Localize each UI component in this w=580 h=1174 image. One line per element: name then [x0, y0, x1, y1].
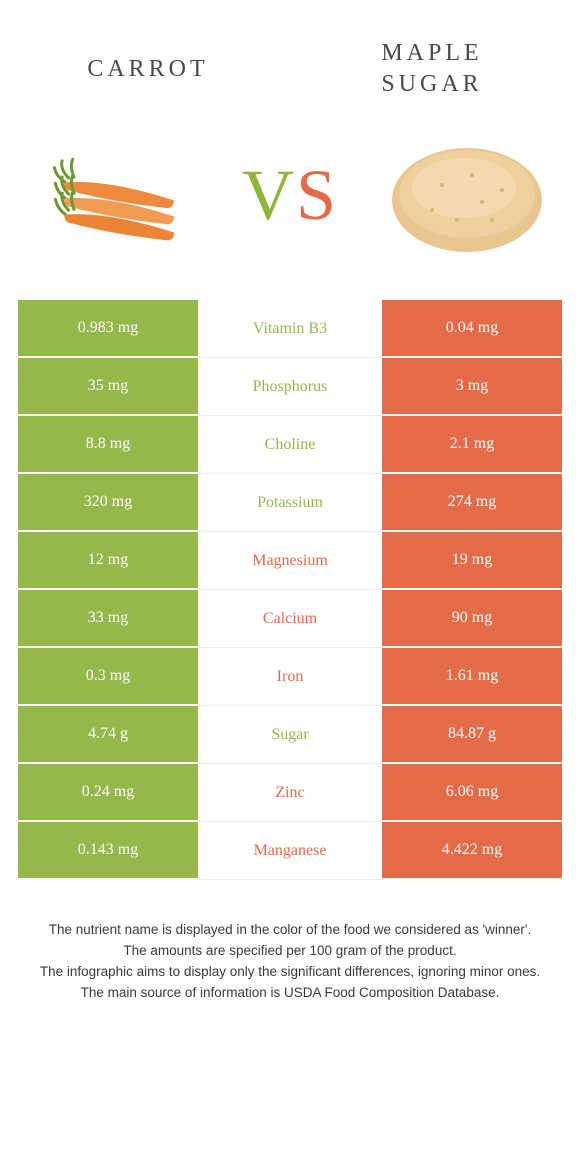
nutrient-label: Calcium [200, 590, 382, 648]
table-row: 0.24 mgZinc6.06 mg [18, 764, 562, 822]
nutrient-label: Sugar [200, 706, 382, 764]
maple-sugar-image [382, 130, 552, 260]
nutrient-label: Potassium [200, 474, 382, 532]
right-value: 6.06 mg [382, 764, 562, 822]
footer-notes: The nutrient name is displayed in the co… [18, 880, 562, 1004]
left-value: 0.3 mg [18, 648, 200, 706]
nutrient-label: Phosphorus [200, 358, 382, 416]
table-row: 0.983 mgVitamin B30.04 mg [18, 300, 562, 358]
right-value: 1.61 mg [382, 648, 562, 706]
footer-line: The amounts are specified per 100 gram o… [38, 941, 542, 962]
left-value: 0.143 mg [18, 822, 200, 880]
table-row: 4.74 gSugar84.87 g [18, 706, 562, 764]
table-row: 8.8 mgCholine2.1 mg [18, 416, 562, 474]
left-value: 0.983 mg [18, 300, 200, 358]
table-row: 33 mgCalcium90 mg [18, 590, 562, 648]
nutrient-label: Manganese [200, 822, 382, 880]
vs-label: VS [242, 154, 338, 237]
nutrient-label: Iron [200, 648, 382, 706]
left-food-title: Carrot [48, 54, 248, 85]
right-value: 2.1 mg [382, 416, 562, 474]
left-value: 4.74 g [18, 706, 200, 764]
right-value: 19 mg [382, 532, 562, 590]
left-value: 0.24 mg [18, 764, 200, 822]
table-row: 320 mgPotassium274 mg [18, 474, 562, 532]
right-value: 274 mg [382, 474, 562, 532]
table-row: 0.3 mgIron1.61 mg [18, 648, 562, 706]
left-value: 8.8 mg [18, 416, 200, 474]
footer-line: The nutrient name is displayed in the co… [38, 920, 542, 941]
right-value: 3 mg [382, 358, 562, 416]
nutrient-label: Zinc [200, 764, 382, 822]
table-row: 0.143 mgManganese4.422 mg [18, 822, 562, 880]
left-value: 320 mg [18, 474, 200, 532]
right-value: 0.04 mg [382, 300, 562, 358]
vs-v-letter: V [242, 155, 296, 235]
infographic-root: Carrot Maple sugar VS [0, 0, 580, 1022]
left-value: 33 mg [18, 590, 200, 648]
vs-row: VS [18, 110, 562, 300]
table-row: 35 mgPhosphorus3 mg [18, 358, 562, 416]
left-value: 12 mg [18, 532, 200, 590]
nutrient-label: Magnesium [200, 532, 382, 590]
right-value: 84.87 g [382, 706, 562, 764]
right-value: 4.422 mg [382, 822, 562, 880]
footer-line: The main source of information is USDA F… [38, 983, 542, 1004]
table-row: 12 mgMagnesium19 mg [18, 532, 562, 590]
right-value: 90 mg [382, 590, 562, 648]
nutrient-table: 0.983 mgVitamin B30.04 mg35 mgPhosphorus… [18, 300, 562, 880]
left-value: 35 mg [18, 358, 200, 416]
footer-line: The infographic aims to display only the… [38, 962, 542, 983]
right-food-title: Maple sugar [332, 38, 532, 100]
vs-s-letter: S [296, 155, 338, 235]
carrot-image [28, 130, 198, 260]
nutrient-label: Choline [200, 416, 382, 474]
title-row: Carrot Maple sugar [18, 18, 562, 110]
nutrient-label: Vitamin B3 [200, 300, 382, 358]
